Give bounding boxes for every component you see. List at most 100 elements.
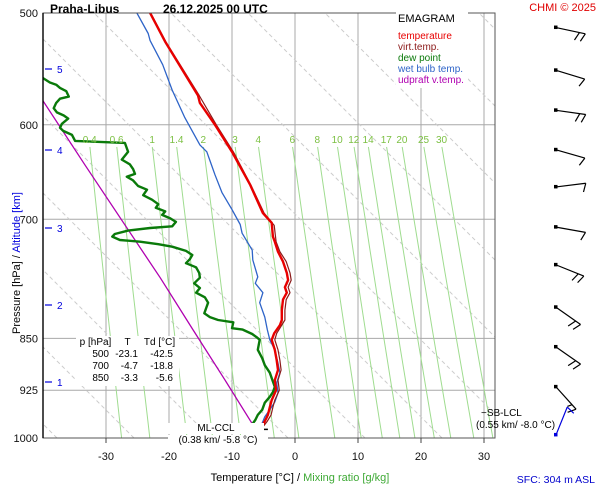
- wind-barb: [554, 147, 586, 166]
- legend-item-wet-bulb-temp-: wet bulb temp.: [398, 64, 464, 75]
- table-header-cell: p [hPa]: [79, 337, 112, 348]
- curve-dew-point: [43, 76, 276, 430]
- pressure-tick-label: 600: [20, 120, 38, 132]
- mixing-ratio-label: 17: [381, 135, 393, 146]
- wind-barb: [554, 68, 586, 87]
- curve-updraft-virt-temp: [43, 100, 253, 425]
- temp-tick-label: 20: [415, 451, 427, 463]
- temp-tick-label: 0: [292, 451, 298, 463]
- pressure-tick-label: 850: [20, 333, 38, 345]
- y-axis-title: Pressure [hPa] / Altitude [km]: [11, 183, 23, 343]
- surface-elevation-label: SFC: 304 m ASL: [516, 474, 595, 486]
- table-value-cell: 700: [92, 361, 109, 372]
- pressure-tick-label: 500: [20, 8, 38, 20]
- curve-temperature: [148, 13, 290, 433]
- temp-tick-label: -20: [161, 451, 177, 463]
- table-header-cell: Td [°C]: [143, 337, 176, 348]
- table-value-cell: 850: [92, 373, 109, 384]
- pressure-tick-label: 1000: [14, 433, 38, 445]
- wind-barb: [554, 406, 575, 437]
- altitude-tick-label: 3: [57, 224, 63, 235]
- mixing-ratio-label: 1: [149, 135, 155, 146]
- mixing-ratio-line: [423, 146, 475, 438]
- level-data-table: p [hPa] T Td [°C] 500 -23.1 -42.5 700 -4.7 -18.8…: [76, 336, 179, 386]
- dry-adiabat-line: [401, 13, 495, 107]
- temp-tick-label: -10: [224, 451, 240, 463]
- pressure-tick-label: 925: [20, 385, 38, 397]
- wind-barb: [554, 108, 587, 123]
- mixing-ratio-label: 30: [436, 135, 448, 146]
- table-value-cell: -3.3: [120, 373, 138, 384]
- y-axis-title-pressure: Pressure [hPa]: [11, 261, 23, 334]
- dry-adiabat-line: [93, 13, 495, 415]
- altitude-tick-label: 4: [57, 146, 63, 157]
- ml-ccl-detail: (0.38 km/ -5.8 °C): [168, 435, 268, 446]
- temp-tick-label: -30: [98, 451, 114, 463]
- mixing-ratio-line: [176, 146, 214, 438]
- table-value-cell: -23.1: [115, 349, 138, 360]
- altitude-tick-label: 2: [57, 301, 63, 312]
- dry-adiabat-line: [247, 13, 495, 261]
- mixing-ratio-line: [203, 146, 242, 438]
- mixing-ratio-line: [401, 146, 452, 438]
- temp-tick-label: 30: [478, 451, 490, 463]
- mixing-ratio-line: [292, 146, 336, 438]
- y-axis-title-separator: /: [11, 252, 23, 262]
- wind-barb: [554, 262, 585, 284]
- mixing-ratio-label: 1.4: [170, 135, 184, 146]
- copyright-label: CHMI © 2025: [529, 2, 596, 14]
- mixing-ratio-line: [441, 146, 494, 438]
- curve-wet-bulb: [136, 13, 281, 429]
- mixing-ratio-label: 0.4: [83, 135, 97, 146]
- table-header-cell: T: [124, 337, 131, 348]
- x-axis-title: Temperature [°C] / Mixing ratio [g/kg]: [0, 472, 600, 484]
- mixing-ratio-line: [89, 146, 123, 438]
- legend-item-dew-point: dew point: [398, 53, 441, 64]
- legend-title: EMAGRAM: [398, 13, 455, 25]
- mixing-ratio-line: [317, 146, 362, 438]
- mixing-ratio-line: [234, 146, 275, 438]
- sounding-datetime: 26.12.2025 00 UTC: [163, 2, 268, 16]
- ml-ccl-label: ML-CCL: [168, 423, 264, 434]
- dry-adiabat-line: [324, 13, 495, 184]
- mixing-ratio-label: 3: [232, 135, 238, 146]
- mixing-ratio-line: [367, 146, 416, 438]
- mixing-ratio-line: [151, 146, 188, 438]
- dry-adiabat-line: [43, 346, 135, 438]
- mixing-ratio-label: 2: [201, 135, 207, 146]
- x-axis-title-mixing-ratio: Mixing ratio [g/kg]: [303, 472, 390, 484]
- station-name: Praha-Libus: [50, 2, 120, 16]
- sb-lcl-label: −SB-LCL: [481, 408, 522, 419]
- wind-barb: [554, 225, 587, 241]
- table-value-cell: 500: [92, 349, 109, 360]
- mixing-ratio-label: 0.6: [110, 135, 124, 146]
- wind-barb: [554, 305, 581, 330]
- legend-item-virt-temp-: virt.temp.: [398, 42, 440, 53]
- sb-lcl-detail: (0.55 km/ -8.0 °C): [476, 420, 556, 431]
- mixing-ratio-line: [386, 146, 435, 438]
- mixing-ratio-label: 8: [315, 135, 321, 146]
- table-value-cell: -4.7: [120, 361, 138, 372]
- dry-adiabat-line: [170, 13, 495, 338]
- mixing-ratio-label: 20: [396, 135, 408, 146]
- x-axis-title-temperature: Temperature [°C] /: [210, 472, 301, 484]
- altitude-tick-label: 1: [57, 378, 63, 389]
- legend-item-temperature: temperature: [398, 31, 452, 42]
- wind-barb: [554, 344, 581, 370]
- mixing-ratio-label: 10: [332, 135, 344, 146]
- altitude-tick-label: 5: [57, 65, 63, 76]
- mixing-ratio-label: 6: [290, 135, 296, 146]
- mixing-ratio-line: [116, 146, 151, 438]
- dry-adiabat-line: [478, 13, 495, 30]
- mixing-ratio-line: [353, 146, 401, 438]
- legend-items: temperature virt.temp. dew point wet bulb t…: [398, 31, 464, 86]
- wind-barb: [554, 384, 577, 413]
- y-axis-title-altitude: Altitude [km]: [11, 192, 23, 253]
- mixing-ratio-label: 14: [363, 135, 375, 146]
- pressure-tick-label: 700: [20, 214, 38, 226]
- mixing-ratio-label: 4: [256, 135, 262, 146]
- mixing-ratio-line: [258, 146, 300, 438]
- dry-adiabat-line: [43, 115, 366, 438]
- table-value-cell: -5.6: [155, 373, 173, 384]
